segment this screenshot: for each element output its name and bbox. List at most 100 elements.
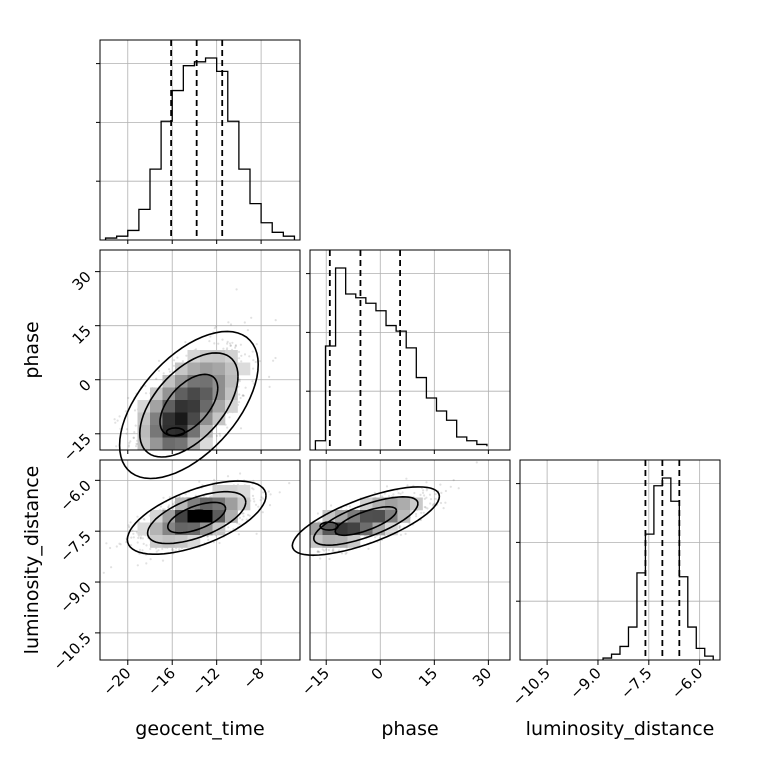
scatter-point-phase-vs-geocent-time xyxy=(172,364,176,367)
x-tick-label-luminosity-distance-0: −10.5 xyxy=(509,664,554,709)
scatter-point-luminosity-distance-vs-phase xyxy=(327,548,330,552)
scatter-point-luminosity-distance-vs-phase xyxy=(406,484,409,487)
scatter-point-luminosity-distance-vs-phase xyxy=(404,532,407,536)
y-axis-label-luminosity-distance: luminosity_distance xyxy=(21,466,43,655)
scatter-point-phase-vs-geocent-time xyxy=(240,354,243,357)
scatter-point-luminosity-distance-vs-geocent-time xyxy=(109,546,112,550)
density-cell-phase-vs-geocent-time xyxy=(200,412,213,426)
scatter-point-luminosity-distance-vs-phase xyxy=(332,548,335,551)
scatter-point-luminosity-distance-vs-phase xyxy=(413,491,416,495)
scatter-point-phase-vs-geocent-time xyxy=(228,342,232,345)
scatter-point-luminosity-distance-vs-geocent-time xyxy=(245,518,248,521)
scatter-point-luminosity-distance-vs-phase xyxy=(425,496,428,499)
density-cell-phase-vs-geocent-time xyxy=(175,362,188,376)
scatter-point-luminosity-distance-vs-phase xyxy=(398,527,401,530)
density-cell-phase-vs-geocent-time xyxy=(150,437,163,451)
scatter-point-luminosity-distance-vs-geocent-time xyxy=(262,491,265,494)
scatter-point-luminosity-distance-vs-geocent-time xyxy=(184,493,187,496)
scatter-point-luminosity-distance-vs-geocent-time xyxy=(163,508,166,511)
scatter-point-luminosity-distance-vs-geocent-time xyxy=(149,558,152,561)
density-cell-luminosity-distance-vs-geocent-time xyxy=(150,510,163,523)
scatter-point-phase-vs-geocent-time xyxy=(234,346,237,349)
scatter-point-luminosity-distance-vs-phase xyxy=(399,533,402,537)
scatter-point-phase-vs-geocent-time xyxy=(132,436,135,439)
scatter-point-phase-vs-geocent-time xyxy=(228,416,231,419)
scatter-point-luminosity-distance-vs-geocent-time xyxy=(162,496,165,499)
x-tick-label-geocent-time-1: −16 xyxy=(144,664,179,699)
panel-phase-vs-phase-background xyxy=(310,250,510,450)
scatter-point-luminosity-distance-vs-phase xyxy=(423,505,426,509)
scatter-point-phase-vs-geocent-time xyxy=(127,396,130,400)
density-cell-phase-vs-geocent-time xyxy=(212,375,226,388)
x-tick-label-geocent-time-2: −12 xyxy=(188,664,223,699)
y-axis-label-phase: phase xyxy=(21,321,43,378)
y-tick-label-luminosity-distance-2: −7.5 xyxy=(56,527,94,565)
density-cell-luminosity-distance-vs-phase xyxy=(322,522,336,536)
panel-geocent-time-vs-geocent-time-frame xyxy=(99,39,301,241)
scatter-point-phase-vs-geocent-time xyxy=(242,394,245,397)
contour-outer-luminosity-distance-vs-phase xyxy=(291,486,441,557)
scatter-point-luminosity-distance-vs-geocent-time xyxy=(139,537,142,540)
scatter-point-luminosity-distance-vs-phase xyxy=(385,485,389,488)
scatter-point-phase-vs-geocent-time xyxy=(185,354,188,357)
scatter-point-luminosity-distance-vs-phase xyxy=(440,491,443,494)
contour-middle-phase-vs-geocent-time xyxy=(138,352,239,458)
scatter-point-luminosity-distance-vs-phase xyxy=(475,461,478,464)
scatter-point-phase-vs-geocent-time xyxy=(218,432,221,435)
scatter-point-luminosity-distance-vs-phase xyxy=(332,549,335,552)
density-cell-phase-vs-geocent-time xyxy=(212,400,226,413)
density-cell-phase-vs-geocent-time xyxy=(150,400,163,413)
scatter-point-phase-vs-geocent-time xyxy=(115,445,118,448)
scatter-point-phase-vs-geocent-time xyxy=(184,341,187,344)
y-tick-label-phase-0: −15 xyxy=(60,430,95,465)
scatter-point-phase-vs-geocent-time xyxy=(124,410,128,413)
panel-phase-vs-phase-frame xyxy=(309,249,511,451)
scatter-point-luminosity-distance-vs-geocent-time xyxy=(145,544,148,547)
panel-phase-vs-geocent-time-frame xyxy=(99,249,301,451)
scatter-point-luminosity-distance-vs-geocent-time xyxy=(115,545,118,548)
scatter-point-phase-vs-geocent-time xyxy=(168,368,171,371)
scatter-point-phase-vs-geocent-time xyxy=(215,434,218,437)
scatter-point-luminosity-distance-vs-phase xyxy=(318,520,321,523)
scatter-point-phase-vs-geocent-time xyxy=(144,384,147,388)
density-cell-phase-vs-geocent-time xyxy=(175,412,188,426)
scatter-point-phase-vs-geocent-time xyxy=(243,321,246,324)
density-cell-luminosity-distance-vs-phase xyxy=(310,535,323,548)
x-tick-label-luminosity-distance-3: −6.0 xyxy=(668,664,706,702)
density-cell-phase-vs-geocent-time xyxy=(200,375,213,388)
scatter-point-phase-vs-geocent-time xyxy=(251,350,254,353)
scatter-point-phase-vs-geocent-time xyxy=(221,338,224,341)
scatter-point-luminosity-distance-vs-geocent-time xyxy=(178,548,181,551)
x-tick-label-phase-0: −15 xyxy=(298,664,333,699)
scatter-point-luminosity-distance-vs-geocent-time xyxy=(226,475,230,478)
panel-luminosity-distance-vs-geocent-time-frame xyxy=(99,459,301,661)
x-tick-label-luminosity-distance-1: −9.0 xyxy=(566,664,604,702)
scatter-point-phase-vs-geocent-time xyxy=(127,444,131,447)
scatter-point-luminosity-distance-vs-phase xyxy=(340,552,344,555)
scatter-point-phase-vs-geocent-time xyxy=(114,421,117,424)
scatter-point-luminosity-distance-vs-geocent-time xyxy=(247,513,250,517)
scatter-point-luminosity-distance-vs-geocent-time xyxy=(248,514,251,517)
scatter-point-luminosity-distance-vs-geocent-time xyxy=(136,564,139,567)
scatter-point-luminosity-distance-vs-geocent-time xyxy=(198,480,201,483)
scatter-point-phase-vs-geocent-time xyxy=(208,340,211,343)
scatter-point-phase-vs-geocent-time xyxy=(133,431,136,434)
scatter-point-phase-vs-geocent-time xyxy=(251,380,254,383)
scatter-point-luminosity-distance-vs-geocent-time xyxy=(262,497,265,500)
scatter-point-luminosity-distance-vs-geocent-time xyxy=(259,499,262,502)
scatter-point-phase-vs-geocent-time xyxy=(217,342,220,345)
scatter-point-luminosity-distance-vs-geocent-time xyxy=(127,524,130,527)
x-tick-label-phase-1: 0 xyxy=(368,664,387,683)
scatter-point-luminosity-distance-vs-geocent-time xyxy=(252,488,255,491)
scatter-point-luminosity-distance-vs-phase xyxy=(398,526,401,529)
scatter-point-luminosity-distance-vs-phase xyxy=(431,504,434,507)
scatter-point-luminosity-distance-vs-phase xyxy=(348,505,351,508)
scatter-point-luminosity-distance-vs-phase xyxy=(321,548,324,551)
density-cell-luminosity-distance-vs-phase xyxy=(372,510,386,523)
scatter-point-luminosity-distance-vs-phase xyxy=(419,493,422,496)
density-cell-phase-vs-geocent-time xyxy=(200,400,213,413)
scatter-point-luminosity-distance-vs-phase xyxy=(319,557,322,560)
density-cell-phase-vs-geocent-time xyxy=(162,387,176,401)
scatter-point-luminosity-distance-vs-geocent-time xyxy=(213,478,216,481)
scatter-point-luminosity-distance-vs-geocent-time xyxy=(268,504,272,507)
